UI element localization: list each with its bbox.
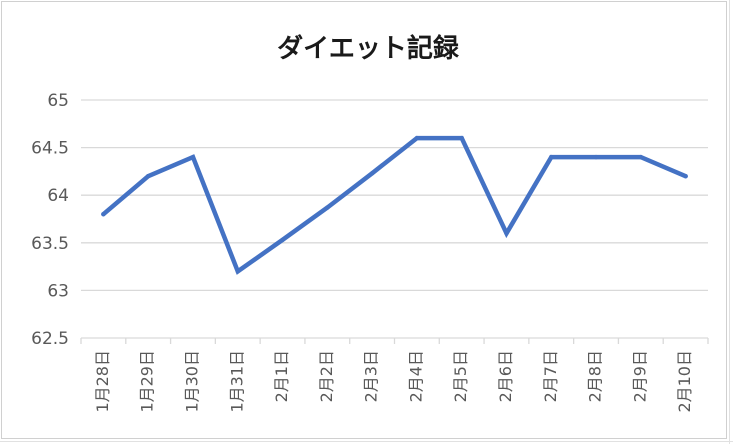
data-point[interactable]: [190, 154, 196, 160]
x-tick-label: 1月29日: [138, 350, 157, 413]
series-layer: [101, 135, 688, 275]
x-tick-label: 2月6日: [496, 350, 515, 402]
data-point[interactable]: [504, 231, 509, 236]
data-point[interactable]: [414, 135, 420, 141]
y-tick-label: 64.5: [31, 139, 69, 159]
y-tick-label: 64: [47, 186, 69, 206]
x-tick-label: 2月10日: [675, 350, 694, 413]
x-tick-label: 2月9日: [630, 350, 649, 402]
y-tick-label: 63.5: [31, 234, 69, 254]
data-point[interactable]: [235, 269, 240, 274]
data-point[interactable]: [459, 135, 464, 141]
series-line-0[interactable]: [101, 135, 688, 275]
data-point[interactable]: [549, 154, 554, 160]
x-tick-label: 2月2日: [317, 350, 336, 402]
x-tick-label: 1月31日: [227, 350, 246, 413]
data-point[interactable]: [101, 212, 106, 217]
data-point[interactable]: [593, 154, 599, 160]
y-axis-tick-labels: 62.5 63 63.5 64 64.5 65: [31, 91, 69, 349]
data-point[interactable]: [369, 171, 375, 176]
gridlines: [80, 99, 709, 344]
chart-title: ダイエット記録: [277, 33, 460, 64]
x-axis-tick-labels: 1月28日 1月29日 1月30日 1月31日 2月1日 2月2日 2月3日 2月4日 2月5日…: [93, 350, 694, 413]
y-tick-label: 62.5: [31, 329, 69, 349]
data-point[interactable]: [638, 154, 644, 160]
x-tick-label: 2月3日: [362, 350, 381, 402]
x-tick-label: 2月4日: [406, 350, 425, 402]
x-tick-label: 1月30日: [182, 350, 201, 413]
line-chart: ダイエット記録 62.5 63 63.5 64 64.5 65 1月28日 1月29日 1月3…: [31, 33, 709, 413]
y-tick-label: 63: [47, 281, 69, 301]
x-tick-label: 2月7日: [541, 350, 560, 402]
data-point[interactable]: [683, 173, 688, 179]
data-point[interactable]: [280, 237, 285, 243]
y-tick-label: 65: [47, 91, 69, 111]
chart-area[interactable]: ダイエット記録 62.5 63 63.5 64 64.5 65 1月28日 1月29日 1月3…: [1, 1, 727, 439]
data-point[interactable]: [325, 205, 330, 210]
x-tick-label: 2月5日: [451, 350, 470, 402]
x-tick-label: 2月1日: [272, 350, 291, 402]
x-tick-label: 2月8日: [586, 350, 605, 402]
x-tick-label: 1月28日: [93, 350, 112, 413]
data-point[interactable]: [145, 173, 151, 179]
